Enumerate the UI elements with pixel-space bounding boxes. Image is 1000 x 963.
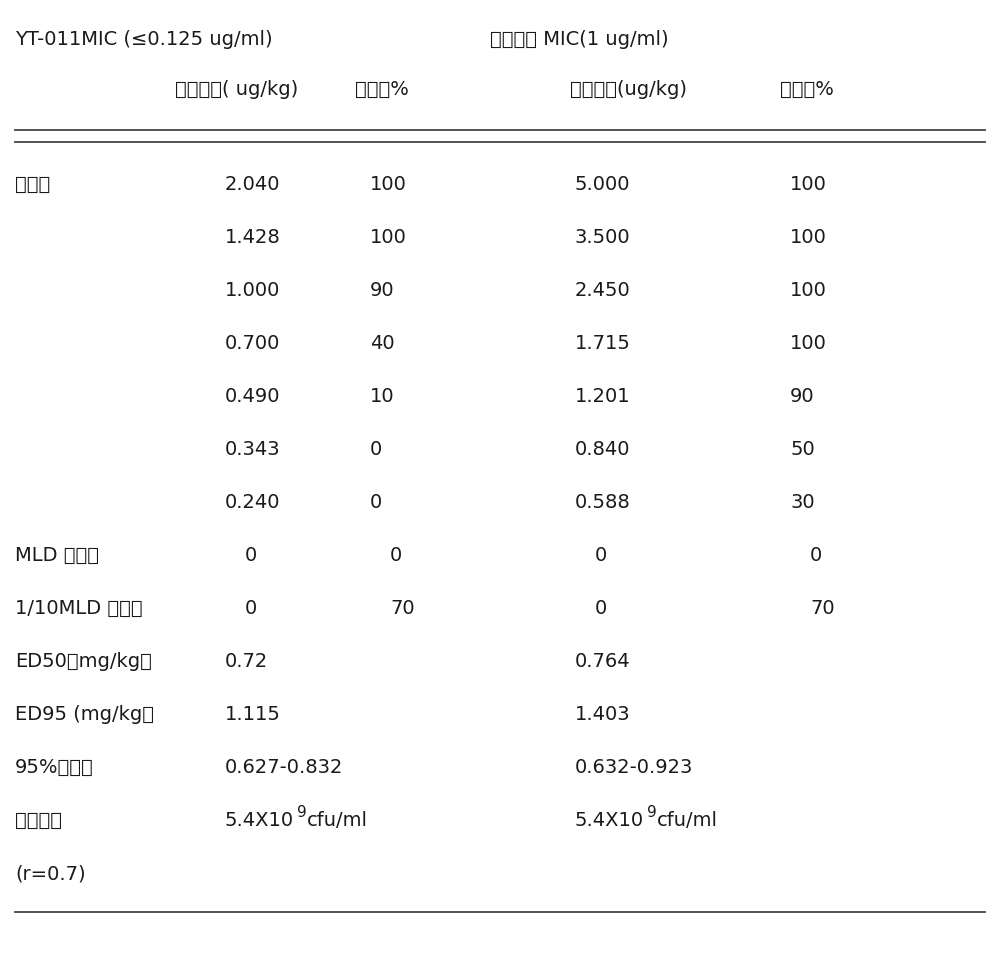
Text: 0.632-0.923: 0.632-0.923 — [575, 758, 693, 777]
Text: 50: 50 — [790, 440, 815, 459]
Text: 0.343: 0.343 — [225, 440, 281, 459]
Text: 100: 100 — [790, 175, 827, 194]
Text: 10: 10 — [370, 387, 395, 406]
Text: 3.500: 3.500 — [575, 228, 631, 247]
Text: 0.240: 0.240 — [225, 493, 280, 512]
Text: MLD 对照组: MLD 对照组 — [15, 546, 99, 565]
Text: 0.588: 0.588 — [575, 493, 631, 512]
Text: 给药剂量( ug/kg): 给药剂量( ug/kg) — [175, 80, 298, 99]
Text: 100: 100 — [790, 228, 827, 247]
Text: ED50（mg/kg）: ED50（mg/kg） — [15, 652, 152, 671]
Text: 100: 100 — [790, 334, 827, 353]
Text: 1.000: 1.000 — [225, 281, 280, 300]
Text: 95%可信限: 95%可信限 — [15, 758, 94, 777]
Text: 0.840: 0.840 — [575, 440, 631, 459]
Text: 给药剂量(ug/kg): 给药剂量(ug/kg) — [570, 80, 687, 99]
Text: 感染菌量: 感染菌量 — [15, 811, 62, 830]
Text: cfu/ml: cfu/ml — [657, 811, 718, 830]
Text: 0.72: 0.72 — [225, 652, 268, 671]
Text: 1.428: 1.428 — [225, 228, 281, 247]
Text: 1.115: 1.115 — [225, 705, 281, 724]
Text: 70: 70 — [390, 599, 415, 618]
Text: 100: 100 — [790, 281, 827, 300]
Text: 90: 90 — [370, 281, 395, 300]
Text: 9: 9 — [647, 805, 657, 820]
Text: ED95 (mg/kg）: ED95 (mg/kg） — [15, 705, 154, 724]
Text: 2.450: 2.450 — [575, 281, 631, 300]
Text: 70: 70 — [810, 599, 835, 618]
Text: 0.627-0.832: 0.627-0.832 — [225, 758, 343, 777]
Text: 0.700: 0.700 — [225, 334, 280, 353]
Text: 存活率%: 存活率% — [355, 80, 409, 99]
Text: 1.403: 1.403 — [575, 705, 631, 724]
Text: 100: 100 — [370, 228, 407, 247]
Text: 存活率%: 存活率% — [780, 80, 834, 99]
Text: 0: 0 — [810, 546, 822, 565]
Text: 0.490: 0.490 — [225, 387, 280, 406]
Text: 90: 90 — [790, 387, 815, 406]
Text: 5.4X10: 5.4X10 — [575, 811, 644, 830]
Text: 100: 100 — [370, 175, 407, 194]
Text: 0: 0 — [390, 546, 402, 565]
Text: 9: 9 — [297, 805, 307, 820]
Text: 治疗组: 治疗组 — [15, 175, 50, 194]
Text: (r=0.7): (r=0.7) — [15, 864, 86, 883]
Text: 万古霉素 MIC(1 ug/ml): 万古霉素 MIC(1 ug/ml) — [490, 30, 669, 49]
Text: 1.201: 1.201 — [575, 387, 631, 406]
Text: 0: 0 — [595, 599, 607, 618]
Text: cfu/ml: cfu/ml — [307, 811, 368, 830]
Text: 0: 0 — [245, 599, 257, 618]
Text: 30: 30 — [790, 493, 815, 512]
Text: YT-011MIC (≤0.125 ug/ml): YT-011MIC (≤0.125 ug/ml) — [15, 30, 273, 49]
Text: 0: 0 — [245, 546, 257, 565]
Text: 1.715: 1.715 — [575, 334, 631, 353]
Text: 2.040: 2.040 — [225, 175, 280, 194]
Text: 0.764: 0.764 — [575, 652, 631, 671]
Text: 40: 40 — [370, 334, 395, 353]
Text: 5.000: 5.000 — [575, 175, 631, 194]
Text: 0: 0 — [370, 440, 382, 459]
Text: 1/10MLD 对照组: 1/10MLD 对照组 — [15, 599, 143, 618]
Text: 5.4X10: 5.4X10 — [225, 811, 294, 830]
Text: 0: 0 — [595, 546, 607, 565]
Text: 0: 0 — [370, 493, 382, 512]
